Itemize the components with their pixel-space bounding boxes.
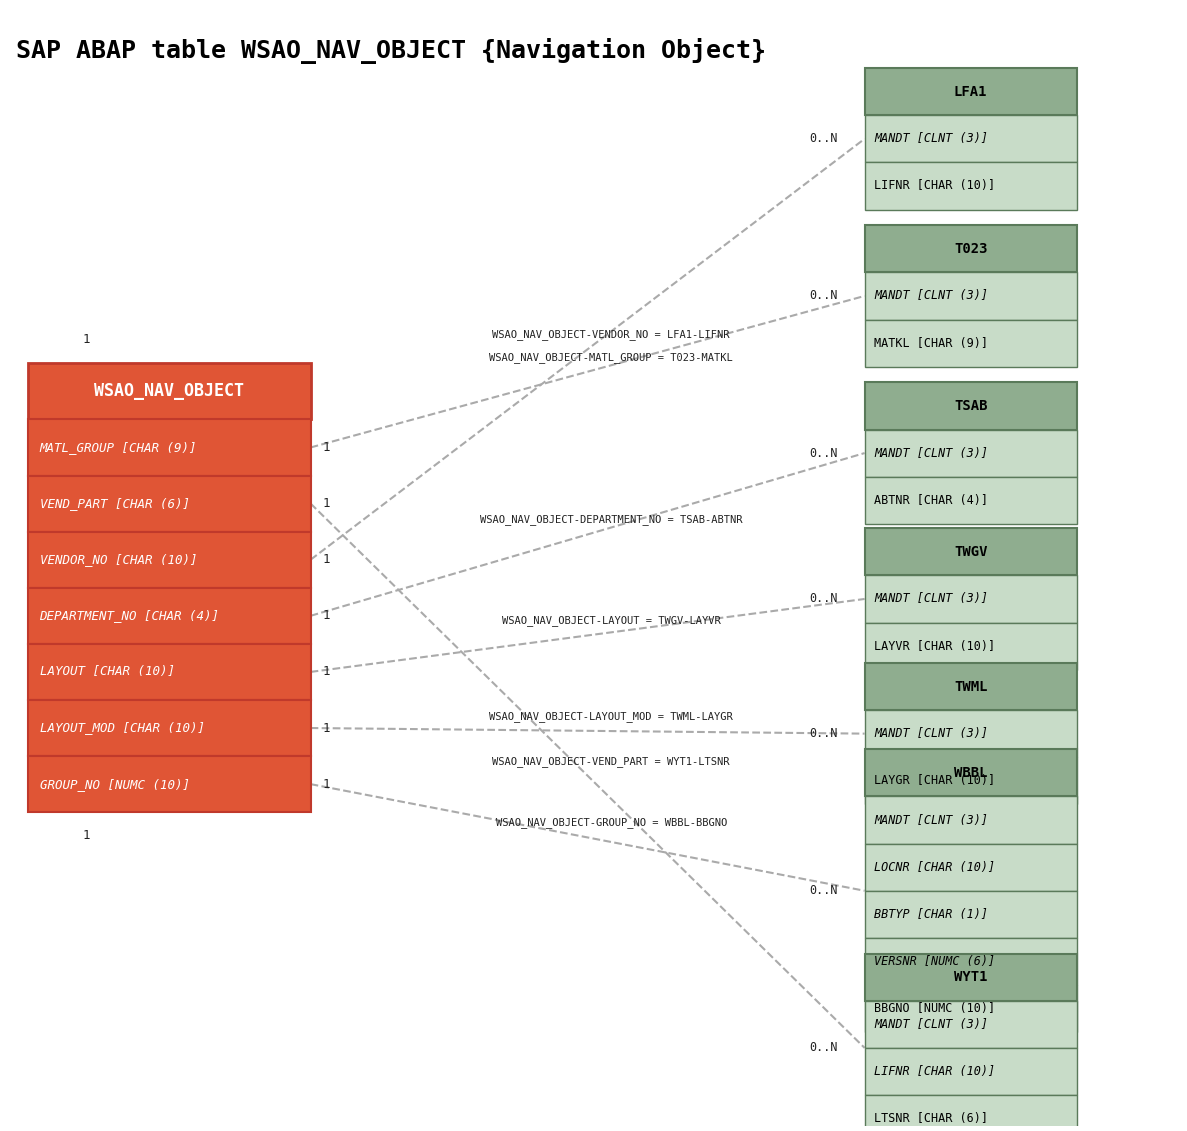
Text: BBTYP [CHAR (1)]: BBTYP [CHAR (1)] bbox=[874, 908, 988, 921]
FancyBboxPatch shape bbox=[864, 115, 1077, 163]
FancyBboxPatch shape bbox=[864, 750, 1077, 796]
Text: BBGNO [NUMC (10)]: BBGNO [NUMC (10)] bbox=[874, 1002, 995, 1016]
Text: MANDT [CLNT (3)]: MANDT [CLNT (3)] bbox=[874, 813, 988, 827]
FancyBboxPatch shape bbox=[27, 588, 311, 644]
Text: MANDT [CLNT (3)]: MANDT [CLNT (3)] bbox=[874, 593, 988, 605]
FancyBboxPatch shape bbox=[27, 757, 311, 812]
FancyBboxPatch shape bbox=[864, 430, 1077, 476]
Text: 1: 1 bbox=[83, 334, 90, 346]
Text: VENDOR_NO [CHAR (10)]: VENDOR_NO [CHAR (10)] bbox=[39, 553, 197, 567]
Text: 1: 1 bbox=[323, 441, 330, 454]
FancyBboxPatch shape bbox=[864, 758, 1077, 804]
Text: 1: 1 bbox=[323, 722, 330, 734]
Text: MATL_GROUP [CHAR (9)]: MATL_GROUP [CHAR (9)] bbox=[39, 441, 197, 454]
FancyBboxPatch shape bbox=[27, 475, 311, 532]
Text: MANDT [CLNT (3)]: MANDT [CLNT (3)] bbox=[874, 290, 988, 302]
Text: LTSNR [CHAR (6)]: LTSNR [CHAR (6)] bbox=[874, 1112, 988, 1125]
FancyBboxPatch shape bbox=[27, 644, 311, 700]
Text: VEND_PART [CHAR (6)]: VEND_PART [CHAR (6)] bbox=[39, 497, 190, 510]
FancyBboxPatch shape bbox=[27, 700, 311, 757]
FancyBboxPatch shape bbox=[864, 891, 1077, 938]
Text: TSAB: TSAB bbox=[954, 399, 988, 413]
Text: 1: 1 bbox=[323, 665, 330, 679]
FancyBboxPatch shape bbox=[864, 663, 1077, 710]
FancyBboxPatch shape bbox=[864, 576, 1077, 622]
Text: LIFNR [CHAR (10)]: LIFNR [CHAR (10)] bbox=[874, 1065, 995, 1078]
FancyBboxPatch shape bbox=[864, 796, 1077, 844]
FancyBboxPatch shape bbox=[864, 320, 1077, 366]
Text: 1: 1 bbox=[83, 829, 90, 843]
Text: LAYOUT [CHAR (10)]: LAYOUT [CHAR (10)] bbox=[39, 665, 174, 679]
FancyBboxPatch shape bbox=[27, 532, 311, 588]
FancyBboxPatch shape bbox=[864, 985, 1077, 1033]
Text: MANDT [CLNT (3)]: MANDT [CLNT (3)] bbox=[874, 727, 988, 740]
FancyBboxPatch shape bbox=[27, 363, 311, 420]
Text: LAYOUT_MOD [CHAR (10)]: LAYOUT_MOD [CHAR (10)] bbox=[39, 722, 204, 734]
FancyBboxPatch shape bbox=[864, 622, 1077, 670]
Text: 0..N: 0..N bbox=[810, 1042, 838, 1054]
Text: WSAO_NAV_OBJECT-VENDOR_NO = LFA1-LIFNR: WSAO_NAV_OBJECT-VENDOR_NO = LFA1-LIFNR bbox=[493, 329, 730, 340]
FancyBboxPatch shape bbox=[864, 710, 1077, 758]
Text: LOCNR [CHAR (10)]: LOCNR [CHAR (10)] bbox=[874, 861, 995, 873]
Text: WSAO_NAV_OBJECT-VEND_PART = WYT1-LTSNR: WSAO_NAV_OBJECT-VEND_PART = WYT1-LTSNR bbox=[493, 756, 730, 767]
Text: SAP ABAP table WSAO_NAV_OBJECT {Navigation Object}: SAP ABAP table WSAO_NAV_OBJECT {Navigati… bbox=[15, 37, 766, 63]
FancyBboxPatch shape bbox=[864, 844, 1077, 891]
FancyBboxPatch shape bbox=[864, 382, 1077, 430]
FancyBboxPatch shape bbox=[27, 420, 311, 475]
Text: 0..N: 0..N bbox=[810, 447, 838, 459]
Text: GROUP_NO [NUMC (10)]: GROUP_NO [NUMC (10)] bbox=[39, 778, 190, 791]
FancyBboxPatch shape bbox=[864, 1095, 1077, 1131]
Text: WSAO_NAV_OBJECT-LAYOUT = TWGV-LAYVR: WSAO_NAV_OBJECT-LAYOUT = TWGV-LAYVR bbox=[502, 615, 721, 627]
FancyBboxPatch shape bbox=[864, 476, 1077, 524]
Text: 1: 1 bbox=[323, 553, 330, 567]
Text: LAYVR [CHAR (10)]: LAYVR [CHAR (10)] bbox=[874, 640, 995, 653]
Text: 0..N: 0..N bbox=[810, 290, 838, 302]
Text: 1: 1 bbox=[323, 497, 330, 510]
Text: WBBL: WBBL bbox=[954, 766, 988, 780]
FancyBboxPatch shape bbox=[864, 953, 1077, 1001]
Text: MANDT [CLNT (3)]: MANDT [CLNT (3)] bbox=[874, 1018, 988, 1030]
Text: 0..N: 0..N bbox=[810, 593, 838, 605]
FancyBboxPatch shape bbox=[864, 528, 1077, 576]
Text: 0..N: 0..N bbox=[810, 132, 838, 146]
Text: MANDT [CLNT (3)]: MANDT [CLNT (3)] bbox=[874, 447, 988, 459]
FancyBboxPatch shape bbox=[864, 938, 1077, 985]
Text: WSAO_NAV_OBJECT-DEPARTMENT_NO = TSAB-ABTNR: WSAO_NAV_OBJECT-DEPARTMENT_NO = TSAB-ABT… bbox=[480, 515, 742, 526]
Text: WSAO_NAV_OBJECT-MATL_GROUP = T023-MATKL: WSAO_NAV_OBJECT-MATL_GROUP = T023-MATKL bbox=[489, 352, 734, 363]
Text: LIFNR [CHAR (10)]: LIFNR [CHAR (10)] bbox=[874, 180, 995, 192]
Text: MANDT [CLNT (3)]: MANDT [CLNT (3)] bbox=[874, 132, 988, 146]
Text: LAYGR [CHAR (10)]: LAYGR [CHAR (10)] bbox=[874, 775, 995, 787]
Text: T023: T023 bbox=[954, 242, 988, 256]
Text: WSAO_NAV_OBJECT-LAYOUT_MOD = TWML-LAYGR: WSAO_NAV_OBJECT-LAYOUT_MOD = TWML-LAYGR bbox=[489, 711, 734, 722]
Text: 1: 1 bbox=[323, 778, 330, 791]
FancyBboxPatch shape bbox=[864, 68, 1077, 115]
FancyBboxPatch shape bbox=[864, 225, 1077, 273]
FancyBboxPatch shape bbox=[864, 1001, 1077, 1047]
Text: 0..N: 0..N bbox=[810, 727, 838, 740]
Text: ABTNR [CHAR (4)]: ABTNR [CHAR (4)] bbox=[874, 494, 988, 507]
Text: VERSNR [NUMC (6)]: VERSNR [NUMC (6)] bbox=[874, 955, 995, 968]
Text: WYT1: WYT1 bbox=[954, 970, 988, 984]
Text: LFA1: LFA1 bbox=[954, 85, 988, 98]
FancyBboxPatch shape bbox=[864, 163, 1077, 209]
Text: TWGV: TWGV bbox=[954, 545, 988, 559]
Text: DEPARTMENT_NO [CHAR (4)]: DEPARTMENT_NO [CHAR (4)] bbox=[39, 610, 220, 622]
Text: WSAO_NAV_OBJECT: WSAO_NAV_OBJECT bbox=[94, 382, 245, 400]
Text: 0..N: 0..N bbox=[810, 884, 838, 897]
Text: WSAO_NAV_OBJECT-GROUP_NO = WBBL-BBGNO: WSAO_NAV_OBJECT-GROUP_NO = WBBL-BBGNO bbox=[495, 818, 726, 829]
FancyBboxPatch shape bbox=[864, 273, 1077, 320]
Text: TWML: TWML bbox=[954, 680, 988, 693]
Text: 1: 1 bbox=[323, 610, 330, 622]
FancyBboxPatch shape bbox=[864, 1047, 1077, 1095]
Text: MATKL [CHAR (9)]: MATKL [CHAR (9)] bbox=[874, 337, 988, 349]
